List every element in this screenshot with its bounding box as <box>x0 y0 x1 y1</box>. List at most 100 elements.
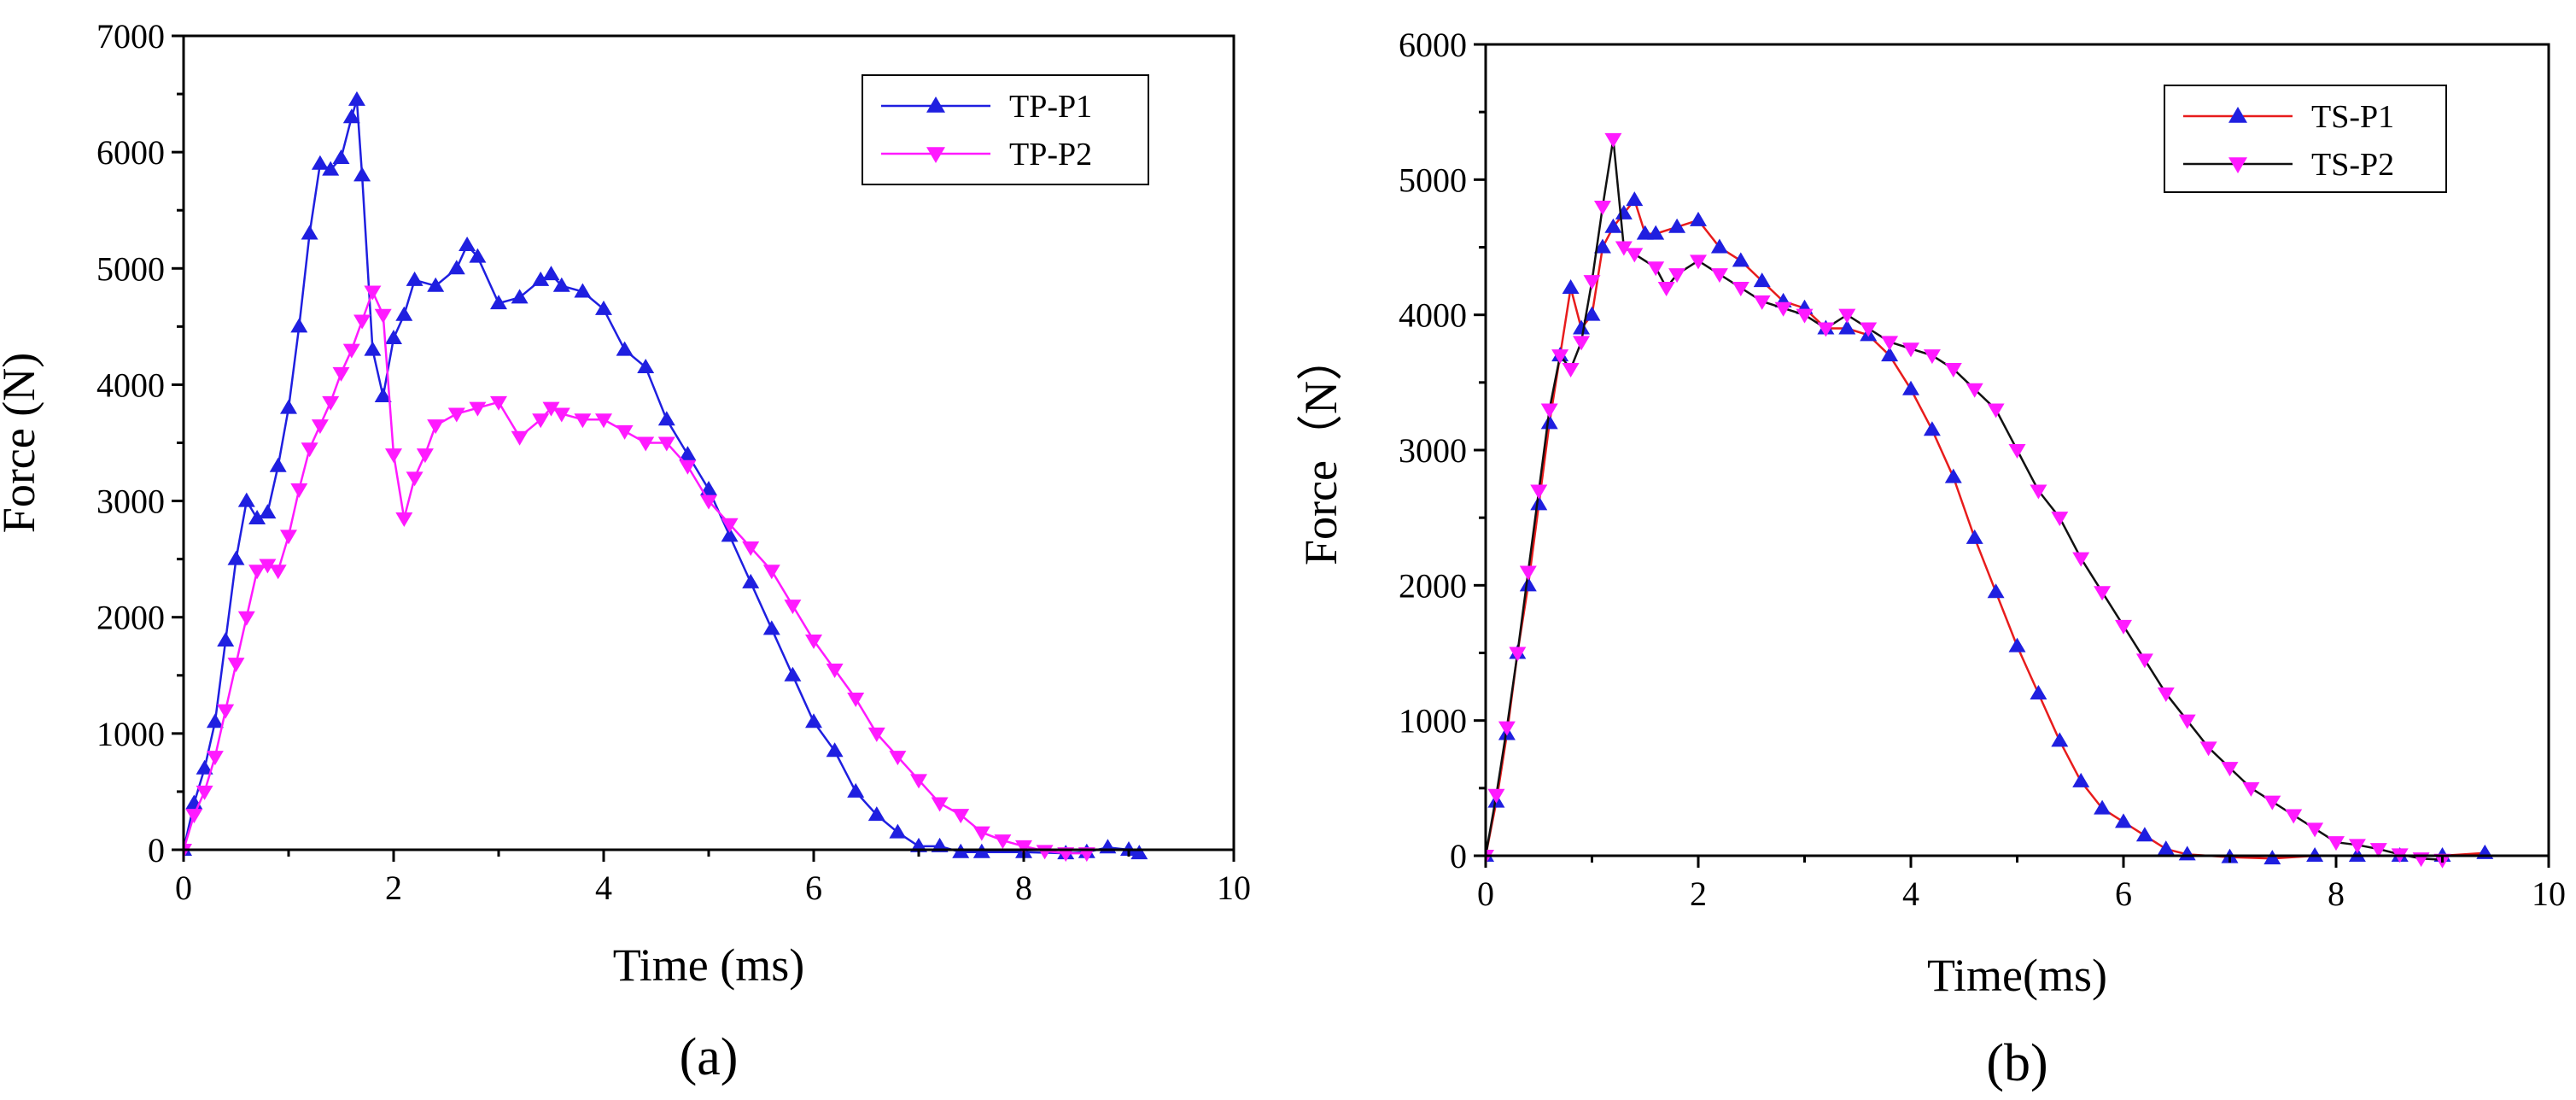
panel-b-series-0-point-18 <box>1690 211 1707 226</box>
panel-a-series-0-point-34 <box>595 300 612 315</box>
panel-b-series-1-point-37 <box>2094 586 2112 601</box>
panel-a-series-1-point-36 <box>657 436 675 452</box>
panel-a-x-tick-label-2: 4 <box>595 869 612 907</box>
panel-a-series-1-point-7 <box>248 565 266 580</box>
panel-b-series-1-point-29 <box>1923 349 1941 365</box>
panel-b-series-1-point-9 <box>1573 336 1591 351</box>
panel-b-series-1-point-46 <box>2285 809 2303 824</box>
panel-a-series-0-point-5 <box>227 550 245 565</box>
panel-a-series-0-point-40 <box>721 527 739 542</box>
panel-a-series-1-point-26 <box>469 401 487 417</box>
panel-a-series-1-point-10 <box>280 530 297 545</box>
panel-b-series-0-point-11 <box>1593 238 1611 254</box>
panel-a-series-0-point-31 <box>542 266 560 281</box>
panel-b-series-0-point-27 <box>1881 347 1899 362</box>
panel-a-series-1-point-21 <box>395 512 413 527</box>
panel-a-series-1-point-53 <box>1015 840 1032 855</box>
panel-b-series-1-point-20 <box>1732 282 1749 296</box>
panel-a-series-1-point-42 <box>784 600 802 615</box>
panel-b-series-1-point-4 <box>1519 565 1537 581</box>
panel-b-series-1-point-34 <box>2030 484 2047 500</box>
panel-a-series-1-point-16 <box>342 343 360 359</box>
panel-a-y-tick-label-6: 6000 <box>96 133 165 172</box>
panel-a-series-0-point-41 <box>742 573 760 588</box>
panel-b-series-1-point-11 <box>1593 201 1611 215</box>
panel-b-series-1-point-35 <box>2051 512 2069 527</box>
panel-b-series-0-point-29 <box>1923 421 1941 436</box>
panel-b-series-0-point-14 <box>1626 191 1644 207</box>
panel-b-series-1-point-41 <box>2178 714 2196 729</box>
panel-b-series-1-point-14 <box>1626 248 1644 263</box>
panel-b-series-0-point-6 <box>1540 414 1558 430</box>
panel-a-series-1-point-31 <box>552 407 570 423</box>
panel-b-series-0-point-10 <box>1583 306 1601 321</box>
panel-a-series-1-point-52 <box>994 834 1012 850</box>
panel-a-series-1-point-46 <box>867 727 885 742</box>
panel-a-x-axis-title: Time (ms) <box>613 939 805 991</box>
panel-a-y-tick-label-0: 0 <box>148 831 165 869</box>
panel-b-series-1-point-7 <box>1551 349 1569 365</box>
panel-a-series-0-point-3 <box>206 713 224 728</box>
panel-a-series-1-point-35 <box>637 436 655 452</box>
panel-a-series-0-point-30 <box>532 271 550 286</box>
panel-a-series-1-point-44 <box>826 663 844 678</box>
panel-a-series-0-point-9 <box>269 457 287 472</box>
panel-b-series-1-point-8 <box>1562 363 1580 377</box>
panel-a-y-axis-title: Force (N) <box>0 353 44 533</box>
panel-b-y-tick-label-3: 3000 <box>1399 431 1467 470</box>
panel-a-series-1 <box>184 285 1095 863</box>
panel-a-y-tick-label-1: 1000 <box>96 715 165 753</box>
panel-a-series-0-point-12 <box>301 225 318 240</box>
panel-a-series-1-point-1 <box>185 809 203 824</box>
panel-b-series-1-point-32 <box>1987 403 2005 418</box>
panel-a-series-0-point-36 <box>637 359 655 374</box>
panel-a-legend-marker-1 <box>926 147 945 163</box>
panel-a-series-0-point-23 <box>406 271 423 286</box>
panel-a-series-1-point-43 <box>805 634 822 649</box>
panel-b-series-0-point-9 <box>1573 319 1591 335</box>
panel-b-y-tick-label-5: 5000 <box>1399 161 1467 199</box>
panel-b-series-0-point-30 <box>1944 468 1962 483</box>
panel-a-y-tick-label-7: 7000 <box>96 17 165 56</box>
panel-b-series-0-point-8 <box>1562 279 1580 294</box>
panel-a-series-1-point-50 <box>952 809 970 824</box>
panel-b-series-1-point-49 <box>2348 839 2366 854</box>
panel-b-series-1-point-36 <box>2072 552 2090 567</box>
panel-b-series-0-point-36 <box>2072 772 2090 787</box>
panel-b-series-1-point-45 <box>2263 795 2281 810</box>
panel-b-y-tick-label-1: 1000 <box>1399 702 1467 740</box>
panel-a-series-1-point-12 <box>301 442 318 458</box>
panel-a-series-0-point-14 <box>322 161 340 176</box>
panel-b-series-1-point-26 <box>1860 322 1878 337</box>
panel-b-series-1-point-18 <box>1690 255 1707 270</box>
panel-b-series-1-point-16 <box>1657 282 1675 296</box>
panel-a-series-1-point-24 <box>427 419 445 435</box>
panel-a-series-1-point-32 <box>574 413 592 429</box>
panel-a-series-0-point-17 <box>348 91 365 106</box>
panel-a-series-1-point-19 <box>374 308 392 324</box>
panel-b-series-0-point-17 <box>1668 218 1686 233</box>
panel-b-x-tick-label-4: 8 <box>2328 875 2345 913</box>
panel-a-series-0-point-37 <box>657 411 675 426</box>
panel-a-series-1-point-37 <box>679 459 697 475</box>
panel-a-series-0-point-39 <box>700 480 717 495</box>
panel-a-series-0-point-25 <box>447 260 465 275</box>
panel-a-series-0-line <box>184 99 1140 855</box>
panel-a-series-0-point-48 <box>889 823 907 839</box>
panel-a-series-1-point-27 <box>490 395 507 411</box>
panel-a-series-1-point-22 <box>406 471 423 487</box>
panel-a-series-1-point-3 <box>206 751 224 766</box>
panel-a-series-0-point-27 <box>469 248 487 263</box>
panel-a-y-tick-label-3: 3000 <box>96 483 165 521</box>
panel-b-series-0-point-19 <box>1710 238 1728 254</box>
panel-a-series-1-point-29 <box>532 413 550 429</box>
panel-b-series-0-point-28 <box>1902 380 1919 395</box>
panel-b-series-0 <box>1486 191 2494 865</box>
panel-a-series-1-point-40 <box>742 541 760 557</box>
panel-a-x-tick-label-5: 10 <box>1217 869 1251 907</box>
panel-b-x-tick-label-5: 10 <box>2532 875 2566 913</box>
panel-b-series-1-point-15 <box>1647 261 1665 277</box>
panel-a-series-0-point-20 <box>374 388 392 403</box>
panel-a-series-1-point-23 <box>416 448 434 464</box>
panel-b-series-0-point-20 <box>1732 252 1749 267</box>
